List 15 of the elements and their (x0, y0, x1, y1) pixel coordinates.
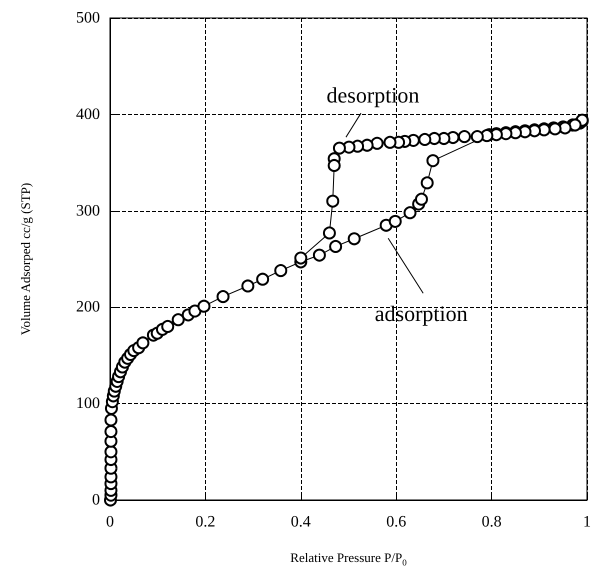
y-tick-label: 300 (76, 202, 100, 220)
x-tick-label: 0.6 (386, 514, 406, 530)
y-tick-label: 500 (76, 10, 100, 26)
series-label: desorption (326, 82, 420, 108)
y-tick-label: 200 (76, 298, 100, 316)
x-tick-label: 0.4 (290, 514, 311, 530)
y-tick-label: 400 (76, 106, 100, 123)
x-tick-label: 0.8 (482, 514, 502, 530)
x-tick-label: 1 (583, 514, 591, 530)
y-tick-label: 100 (76, 395, 100, 412)
x-tick-label: 0.2 (195, 514, 216, 530)
x-tick-label: 0 (106, 514, 114, 530)
y-tick-label: 0 (92, 492, 100, 508)
y-axis-title: Volume Adsorped cc/g (STP) (18, 182, 33, 336)
text: adsorption (374, 300, 468, 326)
